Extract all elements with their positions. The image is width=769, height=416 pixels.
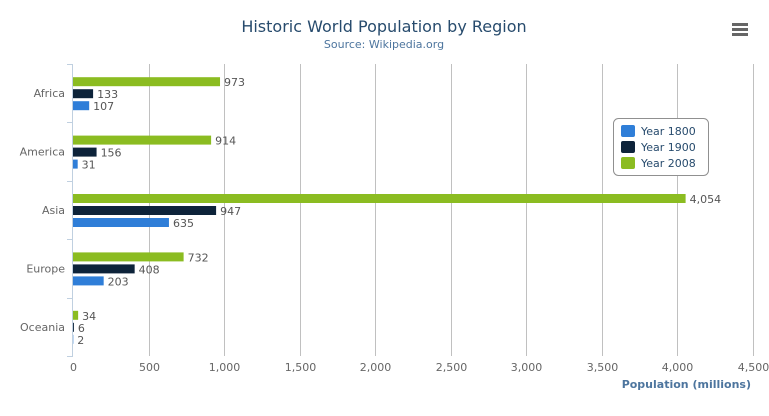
legend-box [613,118,709,176]
legend-swatch [621,125,635,137]
bar-year-1800[interactable] [73,101,90,111]
x-tick-label: 4,500 [738,361,769,374]
data-label: 408 [139,263,160,276]
y-category-label: Asia [42,204,65,217]
data-label: 2 [77,334,84,347]
x-tick-label: 2,500 [436,361,468,374]
data-label: 31 [82,159,96,172]
x-tick-label: 4,000 [662,361,694,374]
legend-item[interactable]: Year 2008 [621,157,696,170]
bar-year-2008[interactable] [73,310,79,320]
legend-swatch [621,157,635,169]
data-label: 4,054 [690,193,722,206]
bar-year-2008[interactable] [73,135,212,145]
data-label: 6 [78,322,85,335]
hamburger-menu-icon[interactable] [732,23,748,36]
data-label: 732 [188,251,209,264]
data-label: 203 [108,275,129,288]
x-tick-label: 0 [70,361,77,374]
legend-item[interactable]: Year 1800 [621,125,696,138]
legend-swatch [621,141,635,153]
data-label: 34 [82,310,96,323]
legend: Year 1800 Year 1900 Year 2008 [613,118,709,176]
chart-title: Historic World Population by Region [241,17,526,36]
y-category-label: America [20,146,65,159]
x-axis-title: Population (millions) [622,378,751,391]
bar-year-1900[interactable] [73,89,94,99]
data-label: 635 [173,217,194,230]
chart-subtitle: Source: Wikipedia.org [324,38,444,51]
y-category-label: Oceania [20,321,65,334]
bar-year-2008[interactable] [73,252,184,262]
y-category-label: Africa [34,87,65,100]
x-tick-label: 2,000 [360,361,392,374]
bar-year-1900[interactable] [73,147,97,157]
legend-label: Year 1900 [640,141,696,154]
bar-year-1800[interactable] [73,218,169,227]
data-label: 133 [97,88,118,101]
legend-label: Year 1800 [640,125,696,138]
data-label: 914 [215,135,236,148]
x-tick-label: 500 [139,361,160,374]
data-label: 107 [93,100,114,113]
bar-year-2008[interactable] [73,77,221,87]
legend-label: Year 2008 [640,157,696,170]
bar-year-1900[interactable] [73,206,217,215]
legend-item[interactable]: Year 1900 [621,141,696,154]
x-tick-label: 3,000 [511,361,543,374]
bar-year-2008[interactable] [73,194,686,203]
x-tick-label: 1,000 [209,361,241,374]
bar-year-1900[interactable] [73,322,74,332]
bar-year-1900[interactable] [73,264,135,274]
x-tick-label: 1,500 [285,361,317,374]
y-category-label: Europe [26,262,65,275]
data-label: 947 [220,205,241,218]
data-label: 973 [224,76,245,89]
x-tick-label: 3,500 [587,361,619,374]
bar-year-1800[interactable] [73,159,78,169]
bar-year-1800[interactable] [73,276,104,286]
data-label: 156 [101,147,122,160]
